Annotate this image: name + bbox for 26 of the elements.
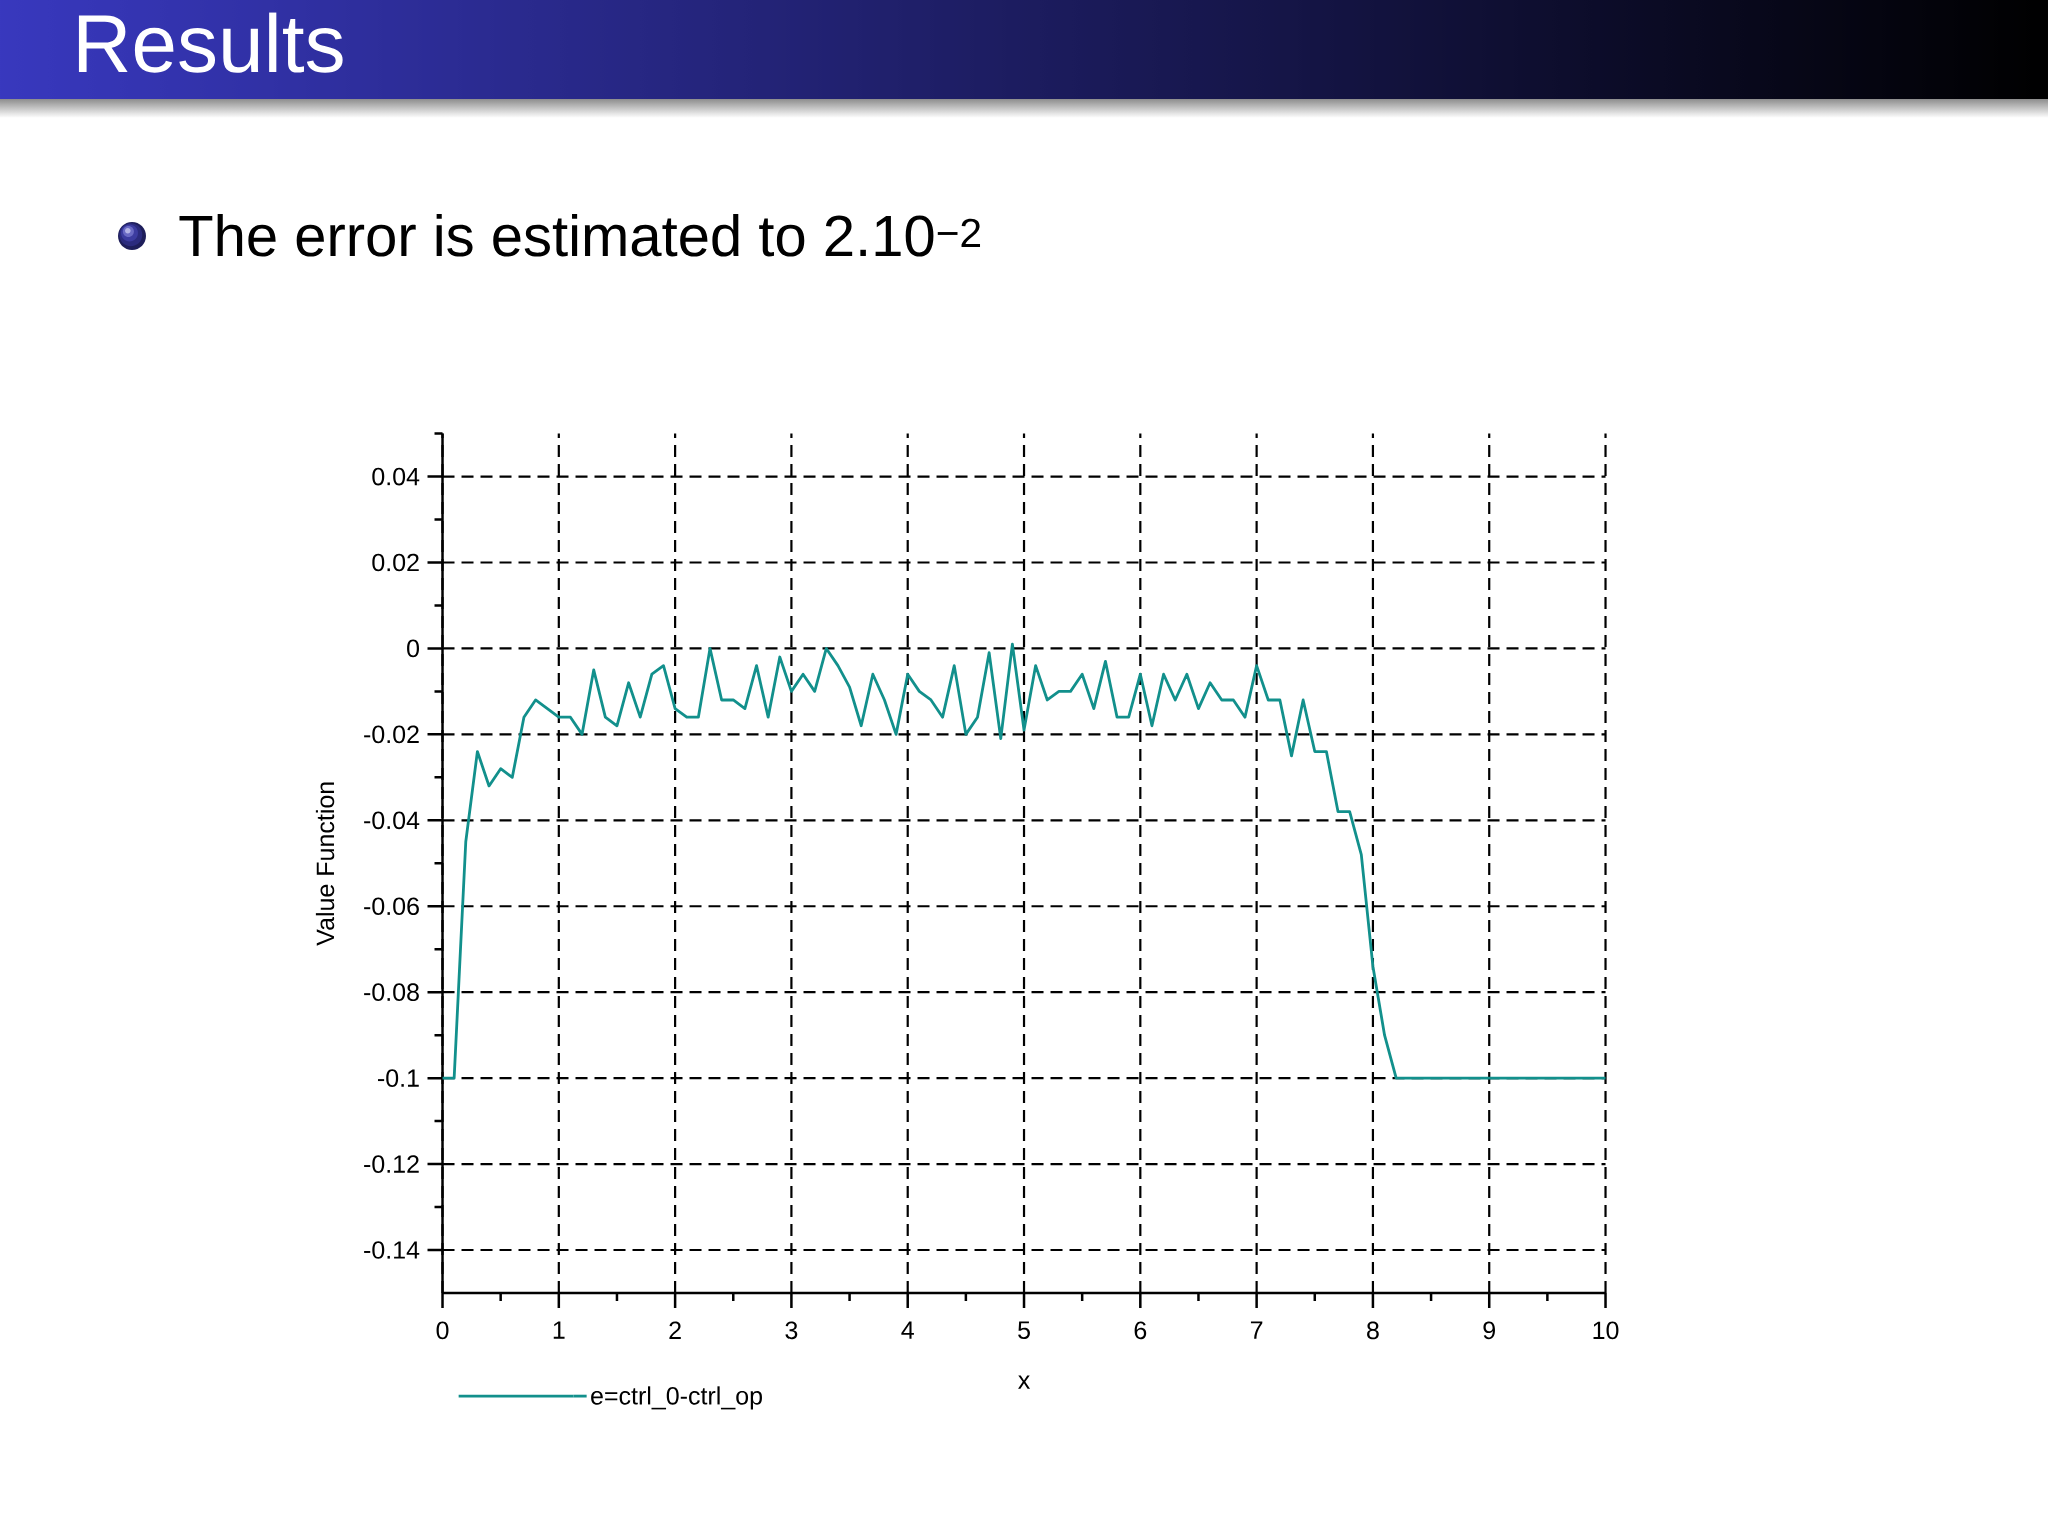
x-tick-label: 2 (669, 1321, 681, 1339)
legend-label: e=ctrl_0-ctrl_op (591, 1386, 762, 1410)
y-tick-label: -0.08 (364, 983, 419, 1002)
chart-title: Results (78, 12, 343, 73)
y-tick-label: -0.1 (378, 1069, 419, 1087)
chart-subtitle: The error is estimated to 2.10$^{−2}$ (179, 213, 981, 257)
y-tick-label: -0.02 (364, 725, 419, 744)
y-tick-label: 0 (407, 639, 420, 658)
x-tick-label: 9 (1483, 1321, 1495, 1340)
x-tick-label: 6 (1134, 1321, 1147, 1340)
y-tick-label: -0.06 (364, 897, 419, 916)
x-tick-label: 8 (1367, 1321, 1379, 1340)
y-tick-label: -0.04 (364, 811, 420, 830)
x-axis-title: x (1018, 1375, 1030, 1389)
y-tick-label: 0.02 (372, 553, 419, 572)
x-tick-label: 3 (785, 1321, 798, 1340)
x-tick-label: 7 (1250, 1321, 1263, 1339)
y-axis-title: Value Function (315, 782, 335, 946)
x-tick-label: 0 (436, 1321, 449, 1340)
y-tick-label: 0.04 (372, 467, 420, 486)
x-tick-label: 5 (1018, 1321, 1030, 1339)
x-tick-label: 1 (553, 1321, 565, 1339)
y-tick-label: -0.14 (364, 1241, 420, 1259)
y-tick-label: -0.12 (364, 1155, 419, 1173)
x-tick-label: 4 (901, 1321, 914, 1339)
x-tick-label: 10 (1593, 1321, 1619, 1340)
